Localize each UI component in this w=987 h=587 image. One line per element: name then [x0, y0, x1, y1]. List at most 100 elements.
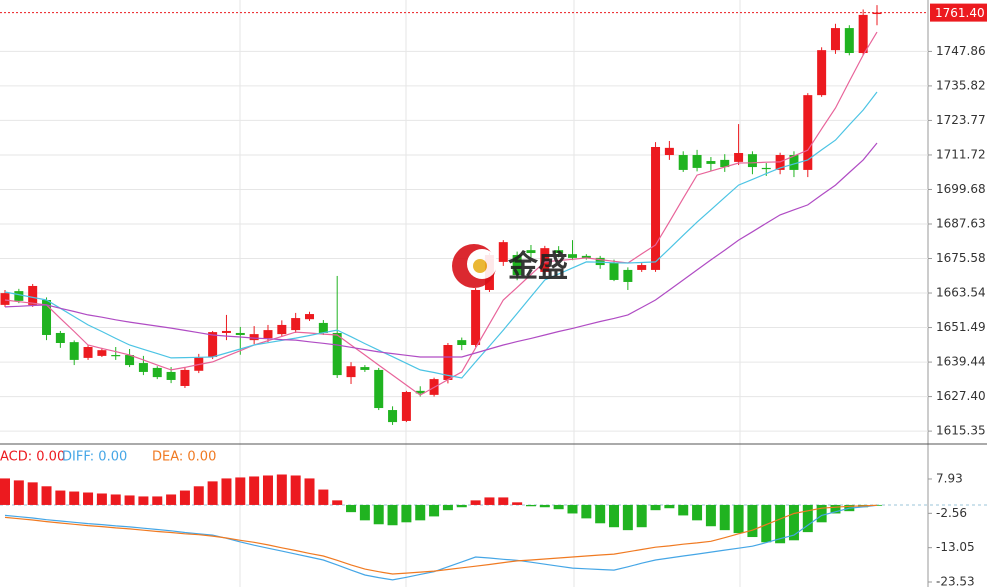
macd-bar [595, 504, 606, 524]
candle-body [651, 146, 661, 270]
macd-bar [664, 504, 675, 509]
candle-body [277, 324, 287, 335]
last-price-box [930, 3, 987, 22]
macd-bar [802, 504, 813, 533]
candle-body [734, 153, 744, 162]
y-tick-label: -2.56 [936, 506, 967, 520]
macd-bar [747, 504, 758, 538]
candle-body [457, 340, 467, 346]
candle-body [42, 300, 52, 335]
macd-bar [55, 490, 66, 505]
candle-body [471, 289, 481, 346]
candle-body [305, 314, 315, 320]
macd-bar [733, 504, 744, 534]
y-tick-label: 1675.58 [936, 251, 986, 265]
macd-bar [166, 494, 177, 505]
y-tick-label: 1651.49 [936, 320, 986, 334]
macd-bar [622, 504, 633, 531]
y-tick-label: -23.53 [936, 574, 975, 587]
candle-body [664, 147, 674, 156]
macd-bar [498, 497, 509, 505]
macd-legend: ACD: 0.00 [0, 450, 65, 465]
macd-bar [276, 474, 287, 505]
candle-body [69, 342, 79, 360]
macd-bar [193, 486, 204, 505]
watermark: 金盛 [452, 244, 568, 288]
candle-body [208, 332, 218, 358]
candle-body [55, 332, 65, 343]
y-tick-label: 1723.77 [936, 113, 986, 127]
candle-body [443, 345, 453, 380]
y-tick-label: 1699.68 [936, 182, 986, 196]
macd-bar [442, 504, 453, 511]
candle-body [125, 355, 135, 366]
candle-body [111, 355, 121, 357]
macd-bar [788, 504, 799, 541]
candle-body [692, 155, 702, 168]
macd-bar [512, 502, 523, 505]
candle-body [567, 254, 577, 258]
watermark-logo [473, 259, 487, 273]
candle-body [332, 332, 342, 376]
y-tick-label: 1687.63 [936, 216, 986, 230]
candle-body [152, 367, 162, 378]
macd-bar [290, 475, 301, 505]
macd-bar [110, 494, 121, 505]
candle-body [623, 269, 633, 282]
candle-body [235, 332, 245, 335]
macd-bar [636, 504, 647, 528]
y-tick-label: 1747.86 [936, 44, 986, 58]
macd-bar [124, 495, 135, 505]
y-tick-label: 1735.82 [936, 78, 986, 92]
macd-bar [719, 504, 730, 531]
candle-body [803, 95, 813, 170]
candle-body [346, 366, 356, 378]
candle-body [249, 334, 259, 341]
candle-body [28, 285, 38, 305]
macd-bar [567, 504, 578, 514]
macd-bar [761, 504, 772, 543]
macd-bar [207, 481, 218, 505]
candle-body [83, 347, 93, 358]
candle-body [0, 293, 10, 305]
macd-bar [775, 504, 786, 544]
macd-bar [609, 504, 620, 528]
macd-bar [581, 504, 592, 519]
macd-bar [152, 496, 163, 505]
candle-body [678, 155, 688, 170]
candle-body [858, 14, 868, 54]
candle-body [720, 159, 730, 168]
macd-bar [318, 489, 329, 505]
macd-bar [359, 504, 370, 521]
last-price-label: 1761.40 [935, 6, 985, 20]
macd-bar [456, 504, 467, 508]
y-tick-label: 1663.54 [936, 286, 986, 300]
candle-body [844, 28, 854, 54]
macd-bar [705, 504, 716, 527]
candle-body [637, 265, 647, 270]
macd-bar [830, 504, 841, 514]
candle-body [401, 391, 411, 421]
candle-body [747, 154, 757, 168]
y-tick-label: 1627.40 [936, 389, 986, 403]
watermark-text: 金盛 [507, 250, 568, 285]
macd-bar [235, 477, 246, 505]
macd-bar [83, 492, 94, 505]
candle-body [789, 155, 799, 170]
y-tick-label: -13.05 [936, 540, 975, 554]
candle-body [166, 371, 176, 380]
macd-bar [539, 504, 550, 508]
y-tick-label: 1615.35 [936, 424, 986, 438]
macd-bar [346, 504, 357, 513]
candle-body [581, 255, 591, 258]
macd-bar [69, 491, 80, 505]
candle-body [540, 248, 550, 272]
candle-body [360, 367, 370, 370]
macd-bar [373, 504, 384, 525]
candle-body [609, 263, 619, 280]
y-tick-label: 7.93 [936, 471, 963, 485]
macd-bar [262, 475, 273, 505]
candle-body [872, 12, 882, 15]
macd-bar [816, 504, 827, 523]
